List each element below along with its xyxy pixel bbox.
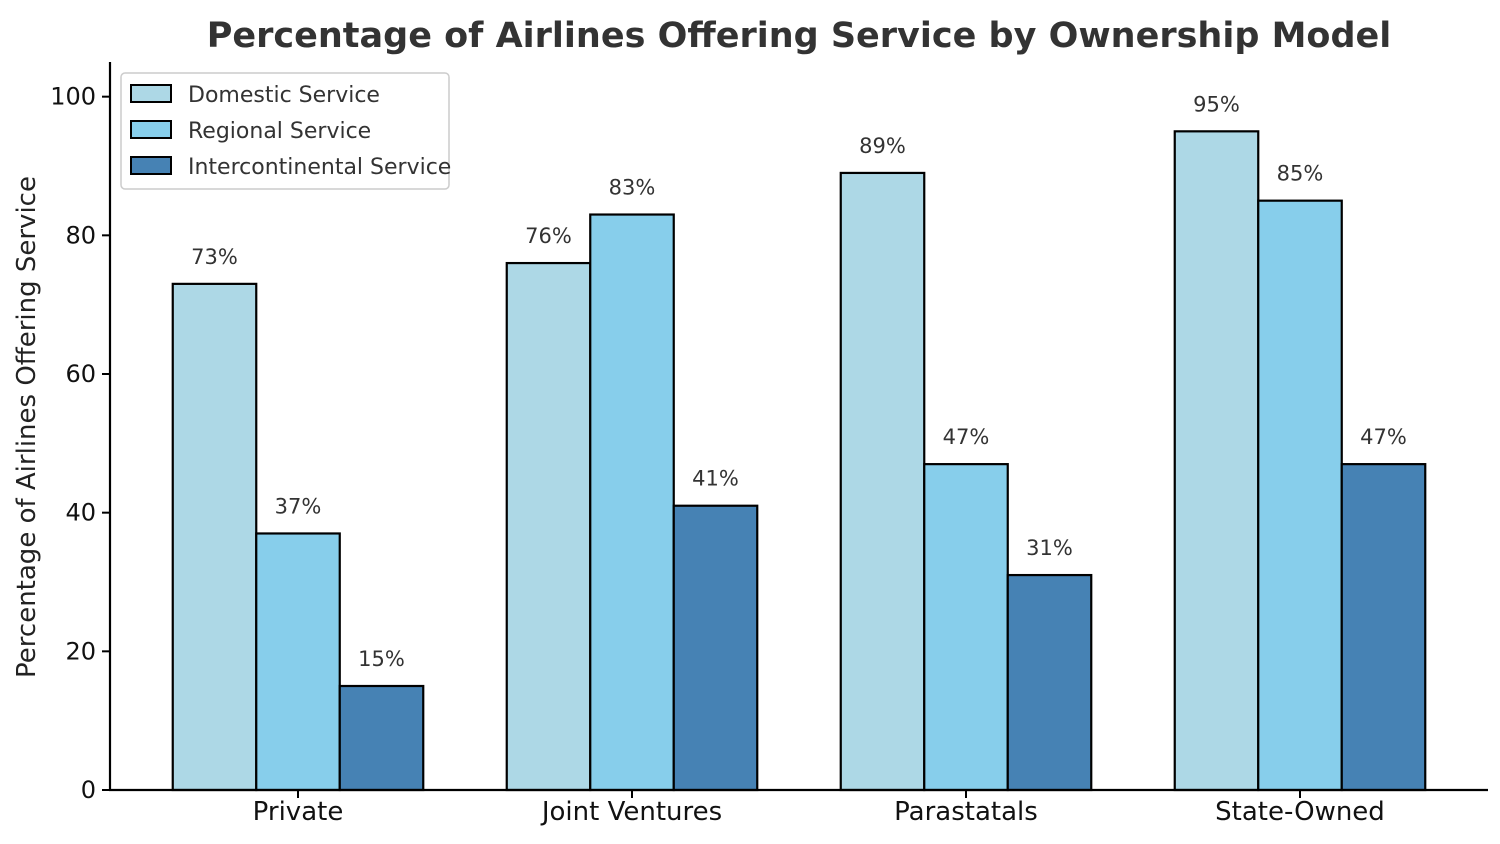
bar-intercontinental-service-parastatals [1006, 573, 1093, 792]
legend-swatch-intercontinental-service [130, 156, 172, 175]
chart-title: Percentage of Airlines Offering Service … [207, 16, 1392, 56]
y-tick-label-60: 60 [65, 360, 96, 388]
value-label-regional-service-parastatals: 47% [943, 425, 990, 449]
bar-domestic-service-parastatals [839, 171, 926, 792]
value-labels-layer: 73% 37% 15% 76% 83% 41% 89% 47% 31% 95% 85% 47% [191, 92, 1407, 671]
y-tick-label-40: 40 [65, 499, 96, 527]
value-label-domestic-service-parastatals: 89% [859, 134, 906, 158]
bar-intercontinental-service-private [338, 684, 425, 792]
bars-layer [171, 130, 1427, 792]
bar-regional-service-state-owned [1257, 199, 1343, 792]
x-tick-label-private: Private [253, 797, 344, 827]
value-label-intercontinental-service-private: 15% [358, 647, 405, 671]
y-axis-label: Percentage of Airlines Offering Service [12, 176, 42, 678]
value-label-domestic-service-private: 73% [191, 245, 238, 269]
value-label-domestic-service-state-owned: 95% [1193, 92, 1240, 116]
value-label-regional-service-private: 37% [275, 494, 322, 518]
x-tick-label-joint-ventures: Joint Ventures [540, 797, 722, 827]
legend-frame [120, 72, 450, 190]
bar-regional-service-private [255, 532, 341, 792]
bar-intercontinental-service-state-owned [1340, 463, 1427, 792]
legend-label-regional-service: Regional Service [188, 119, 371, 144]
y-tick-label-80: 80 [65, 221, 96, 249]
x-tick-label-state-owned: State-Owned [1215, 797, 1385, 827]
bar-intercontinental-service-joint-ventures [672, 504, 759, 792]
x-tick-label-parastatals: Parastatals [894, 797, 1038, 827]
legend: Domestic Service Regional Service Intercon… [120, 72, 451, 190]
axes-layer: 0 20 40 60 80 100 Private Joint Ventures Parasta… [50, 62, 1488, 827]
y-tick-label-20: 20 [65, 637, 96, 665]
value-label-domestic-service-joint-ventures: 76% [525, 224, 572, 248]
bar-domestic-service-private [171, 282, 258, 792]
y-tick-label-100: 100 [50, 83, 96, 111]
legend-label-intercontinental-service: Intercontinental Service [188, 155, 451, 180]
bar-regional-service-joint-ventures [589, 213, 675, 792]
y-tick-label-0: 0 [81, 776, 96, 804]
value-label-intercontinental-service-joint-ventures: 41% [692, 467, 739, 491]
value-label-regional-service-state-owned: 85% [1277, 162, 1324, 186]
legend-label-domestic-service: Domestic Service [188, 83, 380, 108]
value-label-intercontinental-service-state-owned: 47% [1360, 425, 1407, 449]
value-label-regional-service-joint-ventures: 83% [609, 176, 656, 200]
bar-domestic-service-state-owned [1173, 130, 1260, 792]
legend-swatch-domestic-service [130, 84, 172, 103]
bar-domestic-service-joint-ventures [505, 261, 592, 792]
value-label-intercontinental-service-parastatals: 31% [1026, 536, 1073, 560]
legend-swatch-regional-service [130, 120, 172, 139]
bar-regional-service-parastatals [923, 463, 1009, 792]
